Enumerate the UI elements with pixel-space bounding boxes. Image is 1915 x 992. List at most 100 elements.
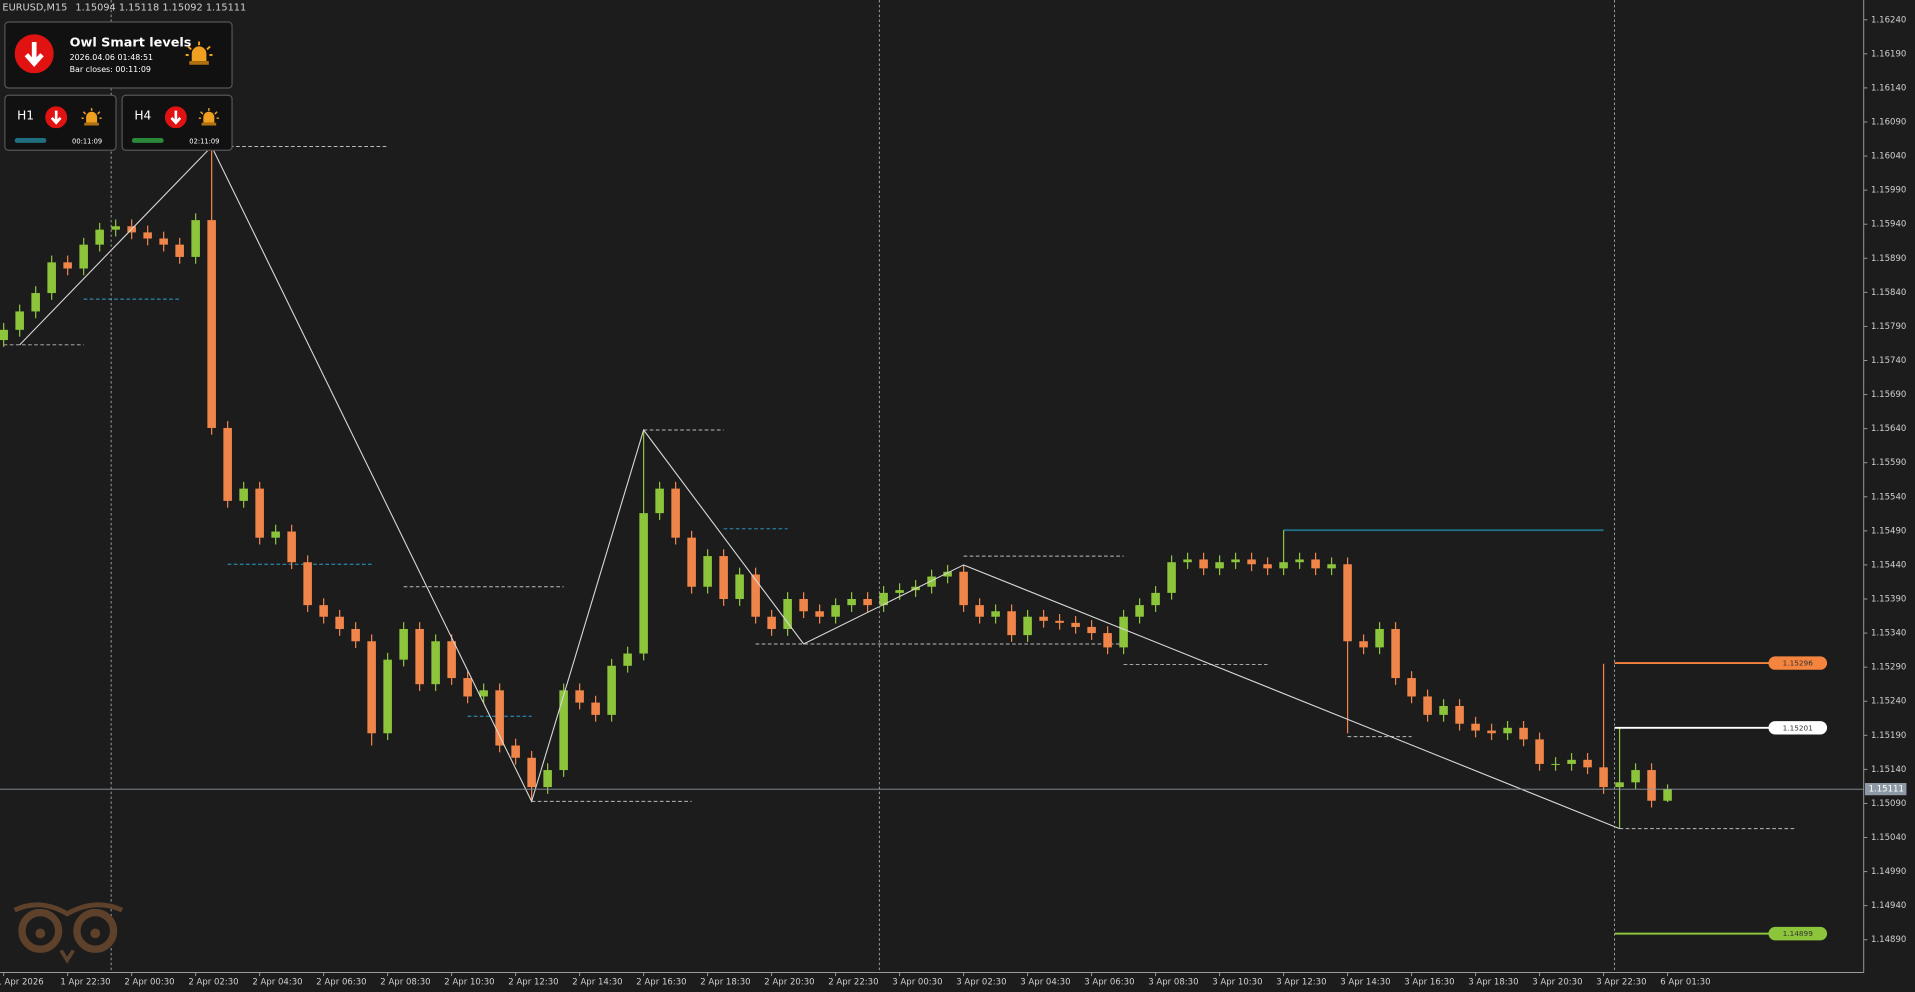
candle-body (1551, 763, 1560, 765)
candle-body (527, 757, 536, 788)
x-tick-label: 2 Apr 00:30 (124, 978, 174, 988)
candle-body (1247, 559, 1256, 565)
candle-body (431, 641, 440, 685)
y-tick-label: 1.15440 (1871, 560, 1906, 570)
candle-body (1151, 592, 1160, 606)
period-separators (110, 0, 1615, 973)
tf-timer: 02:11:09 (189, 138, 219, 146)
candle-body (303, 562, 312, 606)
y-tick-label: 1.15340 (1871, 629, 1906, 639)
candle-body (959, 571, 968, 606)
tf-timer: 00:11:09 (72, 138, 102, 146)
candle-body (31, 293, 40, 312)
x-tick-label: 2 Apr 04:30 (252, 978, 302, 988)
y-tick-label: 1.16190 (1871, 49, 1906, 59)
price-level-label: 1.15201 (1783, 723, 1813, 732)
candle-body (223, 427, 232, 501)
panel-bar-closes: Bar closes: 00:11:09 (70, 65, 151, 74)
y-tick-label: 1.15490 (1871, 526, 1906, 536)
candle-body (1279, 562, 1288, 569)
logo-brow (13, 902, 124, 917)
candle-body (79, 244, 88, 269)
y-tick-label: 1.15640 (1871, 424, 1906, 434)
x-tick-label: 3 Apr 18:30 (1468, 978, 1518, 988)
tf-timer-bar (14, 138, 47, 143)
candle-body (1215, 562, 1224, 569)
candle-body (447, 641, 456, 679)
y-tick-label: 1.15190 (1871, 731, 1906, 741)
y-tick-label: 1.15540 (1871, 492, 1906, 502)
price-level-badge (1768, 721, 1828, 735)
x-tick-label: 3 Apr 00:30 (892, 978, 942, 988)
candle-body (543, 770, 552, 788)
candle-body (879, 592, 888, 606)
candle-body (1135, 605, 1144, 617)
candle-body (367, 641, 376, 734)
y-tick-label: 1.15890 (1871, 254, 1906, 264)
candle-body (623, 653, 632, 666)
tf-name: H1 (17, 109, 34, 123)
x-tick-label: 3 Apr 08:30 (1148, 978, 1198, 988)
price-level-badge (1768, 656, 1828, 670)
candle-body (1023, 616, 1032, 636)
candle-body (1327, 564, 1336, 569)
y-tick-label: 1.16040 (1871, 152, 1906, 162)
y-tick-label: 1.16090 (1871, 117, 1906, 127)
candle-body (655, 488, 664, 514)
quote-high: 1.15118 (119, 2, 159, 13)
candle-body (1631, 770, 1640, 783)
bid-label: 1.15111 (1869, 785, 1904, 795)
candle-body (1503, 727, 1512, 734)
candle-body (351, 628, 360, 642)
x-tick-label: 3 Apr 20:30 (1532, 978, 1582, 988)
candle-body (207, 220, 216, 428)
candle-body (159, 238, 168, 245)
candle-body (495, 690, 504, 746)
candle-body (1359, 641, 1368, 648)
candle-body (399, 628, 408, 660)
bid-label-box (1864, 783, 1907, 796)
x-tick-label: 1 Apr 22:30 (60, 978, 110, 988)
candle-body (383, 659, 392, 734)
candle-body (1343, 564, 1352, 642)
y-tick-label: 1.15590 (1871, 458, 1906, 468)
y-tick-label: 1.15690 (1871, 390, 1906, 400)
candle-body (1471, 723, 1480, 731)
tf-signal (45, 106, 68, 129)
candle-body (1039, 616, 1048, 621)
candle-body (1183, 559, 1192, 563)
candle-body (271, 531, 280, 538)
x-tick-label: 3 Apr 04:30 (1020, 978, 1070, 988)
candle-body (799, 599, 808, 612)
candle-body (479, 690, 488, 697)
candle-body (1583, 759, 1592, 768)
candle-body (15, 311, 24, 330)
candle-body (319, 605, 328, 617)
candle-body (719, 556, 728, 600)
candle-body (95, 229, 104, 245)
candle-body (815, 611, 824, 617)
candle-body (559, 690, 568, 771)
candle-body (1423, 696, 1432, 715)
y-tick-label: 1.15090 (1871, 799, 1906, 809)
x-tick-label: 2 Apr 16:30 (636, 978, 686, 988)
logo (13, 902, 124, 964)
candle-body (895, 590, 904, 593)
candle-body (1535, 739, 1544, 764)
y-tick-label: 1.15390 (1871, 595, 1906, 605)
candle-body (0, 329, 8, 341)
candle-body (1391, 628, 1400, 679)
candle-body (1519, 727, 1528, 740)
candle-body (191, 220, 200, 257)
candle-body (1199, 559, 1208, 569)
y-tick-label: 1.15140 (1871, 765, 1906, 775)
plot-area: 1.15296 1.15201 1.14899 (0, 145, 1828, 941)
price-level-label: 1.14899 (1783, 929, 1814, 938)
candle-body (671, 488, 680, 538)
price-level-label: 1.15296 (1783, 659, 1814, 668)
candle-body (511, 745, 520, 758)
candle-body (1375, 628, 1384, 648)
tf-signal (164, 106, 187, 129)
